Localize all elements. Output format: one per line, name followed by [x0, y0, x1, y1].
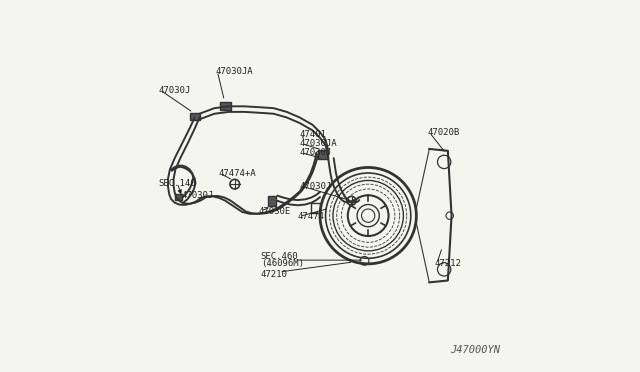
Bar: [220, 102, 230, 110]
Text: 47030J: 47030J: [300, 148, 332, 157]
Text: 47030J: 47030J: [181, 191, 213, 200]
Bar: [268, 196, 276, 206]
Text: 47030JA: 47030JA: [216, 67, 253, 76]
Text: 47212: 47212: [435, 259, 462, 268]
Text: J47000YN: J47000YN: [450, 344, 500, 355]
Bar: [318, 150, 328, 158]
Text: SEC.140: SEC.140: [159, 179, 196, 187]
Text: 47020B: 47020B: [428, 128, 460, 137]
Text: 47030J: 47030J: [159, 86, 191, 95]
Bar: [311, 203, 320, 214]
Bar: [191, 113, 200, 120]
Text: 47030JA: 47030JA: [300, 139, 337, 148]
Text: 47401: 47401: [300, 129, 326, 139]
Text: (46096M): (46096M): [260, 259, 304, 268]
Text: 47030J: 47030J: [300, 182, 332, 190]
Text: SEC.460: SEC.460: [260, 252, 298, 261]
Text: 47474: 47474: [298, 212, 324, 221]
Bar: [175, 194, 182, 200]
Text: 47474+A: 47474+A: [218, 169, 256, 178]
Text: 47030E: 47030E: [259, 207, 291, 216]
Text: 47210: 47210: [260, 270, 287, 279]
